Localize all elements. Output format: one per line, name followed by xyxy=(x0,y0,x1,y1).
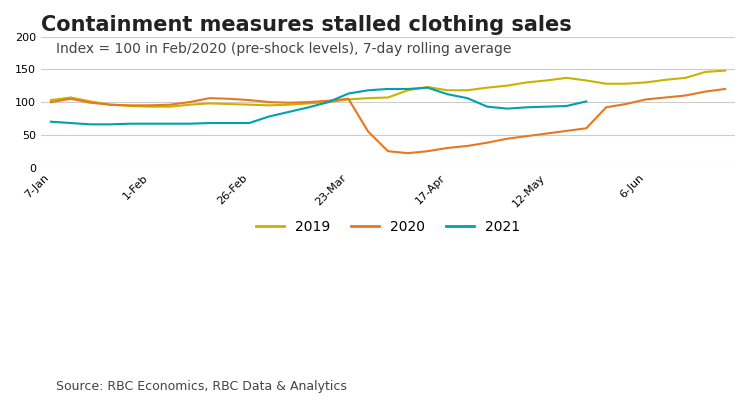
Text: Containment measures stalled clothing sales: Containment measures stalled clothing sa… xyxy=(41,15,572,35)
Legend: 2019, 2020, 2021: 2019, 2020, 2021 xyxy=(251,214,526,239)
Text: Index = 100 in Feb/2020 (pre-shock levels), 7-day rolling average: Index = 100 in Feb/2020 (pre-shock level… xyxy=(56,42,512,56)
Text: Source: RBC Economics, RBC Data & Analytics: Source: RBC Economics, RBC Data & Analyt… xyxy=(56,380,347,393)
